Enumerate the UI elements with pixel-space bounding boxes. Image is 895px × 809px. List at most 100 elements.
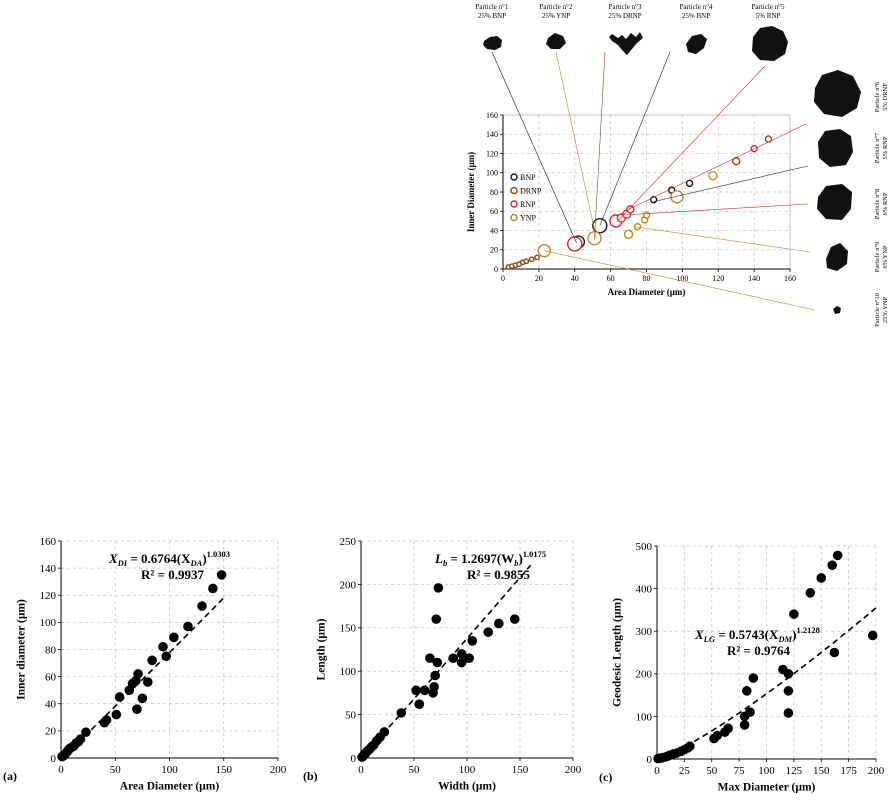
x-tick-label: 80 xyxy=(643,274,651,283)
y-tick-label: 100 xyxy=(636,711,653,723)
data-point xyxy=(111,709,122,720)
leader-line-6 xyxy=(628,123,807,210)
y-tick-label: 120 xyxy=(486,149,498,158)
data-point xyxy=(827,560,837,570)
y-axis-title: Inner Diameter (µm) xyxy=(466,152,476,232)
chart-a: 0 50 100 150 200 0 20 40 60 80 100 120 140 160 Area Di… xyxy=(3,536,287,793)
particle-4-image xyxy=(686,34,707,54)
y-tick-label: 120 xyxy=(40,590,57,602)
legend-marker-rnp xyxy=(510,200,518,208)
y-tick-label: 0 xyxy=(647,754,653,766)
eq-close: ) xyxy=(518,551,522,566)
legend-marker-ynp xyxy=(510,213,518,222)
eq-var: L xyxy=(434,551,443,566)
eq-exp: 1.0303 xyxy=(207,549,230,559)
data-point xyxy=(101,715,112,725)
leader-line-7 xyxy=(653,165,809,202)
x-tick-label: 150 xyxy=(813,765,830,777)
data-point xyxy=(816,573,827,583)
data-point-drnp xyxy=(534,254,540,261)
leader-line-4 xyxy=(599,51,671,226)
y-tick-label: 0 xyxy=(494,265,498,274)
eq-mid: = 0.5743(X xyxy=(715,627,779,642)
data-point xyxy=(467,636,478,646)
leader-line-1 xyxy=(491,51,577,244)
data-point-ynp xyxy=(670,190,684,204)
data-point-ynp xyxy=(708,170,718,181)
particle-1-sublabel: 25% BNP xyxy=(478,12,506,20)
data-point-ynp xyxy=(623,229,634,240)
eq-mid: = 0.6764(X xyxy=(127,551,191,566)
data-point xyxy=(169,632,179,643)
particle-5-image xyxy=(752,26,788,61)
r2-label: R² = 0.9764 xyxy=(727,643,790,658)
eq-close: ) xyxy=(202,551,206,566)
data-point xyxy=(783,708,794,718)
eq-var: X xyxy=(694,627,704,642)
legend-marker-drnp xyxy=(510,186,518,195)
x-tick-label: 160 xyxy=(784,274,796,283)
eq-sub: b xyxy=(514,558,518,568)
data-point-drnp xyxy=(523,258,530,265)
y-tick-label: 40 xyxy=(490,226,498,235)
panel-label: (b) xyxy=(303,769,318,783)
data-point xyxy=(208,583,218,594)
particle-10-image xyxy=(833,306,841,314)
y-tick-label: 80 xyxy=(490,188,498,197)
y-tick-label: 140 xyxy=(486,130,498,139)
fit-trendline xyxy=(657,607,877,760)
data-point xyxy=(432,657,443,668)
data-point xyxy=(483,627,494,637)
data-point xyxy=(783,669,794,679)
y-tick-label: 250 xyxy=(340,536,357,548)
y-tick-label: 50 xyxy=(345,709,357,721)
y-tick-label: 100 xyxy=(486,169,498,178)
data-point xyxy=(114,692,125,702)
x-tick-label: 20 xyxy=(535,274,543,283)
particle-2-label: Particle n°2 xyxy=(540,3,573,11)
r2-label: R² = 0.9937 xyxy=(141,567,204,582)
r2-label: R² = 0.9855 xyxy=(467,567,530,582)
y-tick-label: 500 xyxy=(636,541,653,553)
fit-equation: XLG = 0.5743(XDM)1.2128 xyxy=(694,625,820,644)
x-axis-title: Max Diameter (µm) xyxy=(718,782,816,794)
particle-8-sublabel: 6% RNP xyxy=(882,192,889,215)
data-point-rnp xyxy=(567,236,583,252)
particle-9-sublabel: 6% YNP xyxy=(882,245,889,268)
data-point xyxy=(414,699,425,709)
y-tick-label: 0 xyxy=(351,753,357,765)
x-tick-label: 200 xyxy=(270,764,287,776)
data-point-drnp xyxy=(528,256,535,263)
particle-6-sublabel: 5% DRNP xyxy=(882,83,889,111)
y-tick-label: 20 xyxy=(490,246,498,255)
data-point xyxy=(832,550,843,561)
y-axis-title: Length (µm) xyxy=(316,618,328,680)
y-tick-label: 40 xyxy=(45,699,57,711)
data-point xyxy=(741,686,752,696)
x-tick-label: 200 xyxy=(565,764,582,776)
y-tick-label: 160 xyxy=(486,111,498,120)
data-point xyxy=(431,614,442,624)
particle-6-image xyxy=(814,70,861,117)
data-point xyxy=(183,621,193,632)
data-point xyxy=(867,630,878,641)
x-tick-label: 200 xyxy=(868,765,885,777)
leader-line-2 xyxy=(555,51,597,239)
data-point xyxy=(419,685,430,696)
y-axis-title: Inner diameter (µm) xyxy=(16,599,28,700)
chart-c: 0 25 50 75 100 125 150 175 200 0 100 200 300 400 500 Ma… xyxy=(599,541,885,794)
y-tick-label: 60 xyxy=(490,207,498,216)
x-tick-label: 150 xyxy=(216,764,233,776)
data-point xyxy=(456,649,467,659)
eq-mid: = 1.2697(W xyxy=(447,551,514,566)
data-point xyxy=(137,693,148,704)
y-tick-label: 160 xyxy=(40,536,57,548)
data-point xyxy=(456,657,467,668)
particle-5-sublabel: 5% RNP xyxy=(756,12,781,20)
data-point xyxy=(783,686,794,696)
x-axis-title: Width (µm) xyxy=(438,781,496,793)
leader-line-10 xyxy=(544,250,816,311)
data-point xyxy=(158,641,168,652)
y-tick-label: 200 xyxy=(636,669,653,681)
